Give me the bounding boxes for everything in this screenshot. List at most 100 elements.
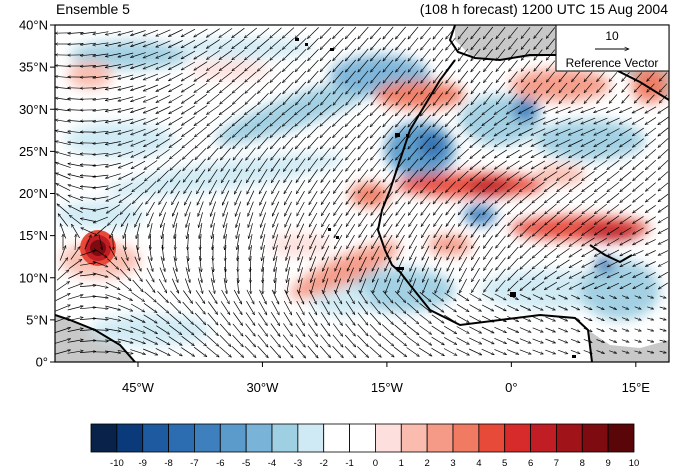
wind-vector — [470, 137, 482, 148]
wind-vector — [434, 213, 443, 226]
lat-tick-label: 5°N — [26, 312, 48, 327]
wind-vector — [221, 158, 231, 172]
wind-vector — [346, 224, 356, 238]
colorbar-label: -4 — [268, 458, 276, 469]
wind-vector — [246, 158, 256, 171]
wind-vector — [433, 158, 444, 171]
wind-vector — [408, 26, 419, 39]
wind-vector — [421, 202, 431, 216]
wind-vector — [195, 158, 206, 171]
wind-vector — [168, 72, 183, 82]
reference-vector-caption: Reference Vector — [566, 56, 659, 70]
wind-vector — [207, 93, 220, 104]
wind-vector — [470, 104, 482, 116]
wind-vector — [257, 27, 270, 38]
colorbar-swatch — [297, 423, 325, 453]
lon-tick-label: 15°E — [622, 380, 651, 395]
wind-vector — [658, 106, 669, 114]
wind-vector — [271, 190, 280, 205]
wind-vector — [57, 204, 70, 215]
wind-vector — [118, 140, 134, 146]
wind-vector — [482, 138, 495, 148]
wind-vector — [296, 212, 305, 227]
wind-vector — [484, 81, 493, 94]
wind-vector — [544, 181, 558, 192]
wind-vector — [309, 180, 318, 193]
wind-vector — [171, 190, 180, 205]
wind-vector — [607, 192, 620, 203]
wind-vector — [433, 81, 444, 95]
wind-vector — [320, 115, 332, 127]
wind-vector — [55, 152, 71, 157]
reference-vector-box: 10 Reference Vector — [555, 24, 670, 72]
wind-vector — [105, 119, 121, 123]
wind-vector — [632, 106, 645, 114]
colorbar-swatch — [168, 423, 195, 453]
wind-vector — [244, 38, 257, 49]
wind-vector — [345, 37, 357, 50]
wind-vector — [659, 72, 668, 82]
wind-vector — [296, 223, 305, 239]
wind-vector — [232, 49, 245, 60]
wind-vector — [509, 60, 518, 71]
wind-vector — [518, 105, 533, 115]
wind-vector — [181, 50, 196, 60]
wind-vector — [597, 71, 605, 82]
wind-vector — [308, 70, 319, 83]
wind-vector — [181, 72, 196, 82]
wind-vector — [221, 169, 231, 183]
wind-vector — [534, 38, 543, 50]
wind-vector — [556, 106, 571, 113]
wind-vector — [359, 213, 368, 226]
wind-vector — [620, 181, 632, 192]
wind-vector — [446, 234, 455, 249]
wind-vector — [270, 49, 282, 61]
wind-vector — [544, 160, 558, 170]
wind-vector — [645, 182, 656, 192]
wind-vector — [245, 115, 257, 127]
wind-vector — [581, 149, 596, 159]
wind-vector — [320, 48, 332, 61]
wind-vector — [211, 212, 216, 227]
wind-vector — [244, 60, 257, 71]
wind-vector — [130, 30, 146, 36]
wind-vector — [520, 203, 532, 215]
wind-vector — [633, 182, 644, 191]
wind-vector — [457, 104, 469, 115]
wind-vector — [118, 161, 134, 168]
wind-vector — [557, 225, 570, 236]
wind-vector — [187, 223, 190, 239]
colorbar-swatch — [504, 423, 531, 453]
wind-vector — [572, 93, 580, 104]
wind-vector — [543, 128, 558, 136]
wind-vector — [118, 96, 134, 101]
wind-vector — [483, 192, 494, 204]
wind-vector — [645, 205, 656, 212]
wind-vector — [370, 114, 382, 127]
wind-vector — [532, 181, 545, 192]
wind-vector — [383, 70, 394, 83]
wind-vector — [198, 212, 203, 227]
wind-vector — [236, 212, 241, 227]
wind-vector — [482, 181, 494, 192]
wind-vector — [105, 108, 121, 112]
wind-vector — [483, 70, 493, 83]
wind-vector — [546, 38, 556, 50]
wind-vector — [208, 147, 219, 160]
wind-vector — [458, 235, 468, 249]
wind-vector — [568, 106, 584, 112]
wind-vector — [483, 26, 494, 39]
wind-vector — [421, 70, 431, 84]
wind-vector — [258, 179, 268, 194]
wind-vector — [93, 31, 109, 35]
wind-vector — [607, 238, 620, 246]
wind-vector — [471, 26, 481, 39]
wind-vector — [597, 94, 605, 103]
wind-vector — [470, 202, 481, 215]
wind-vector — [358, 180, 369, 194]
wind-vector — [420, 37, 431, 50]
wind-vector — [119, 182, 133, 192]
wind-vector — [308, 92, 319, 105]
wind-vector — [520, 225, 532, 236]
wind-vector — [346, 202, 356, 216]
